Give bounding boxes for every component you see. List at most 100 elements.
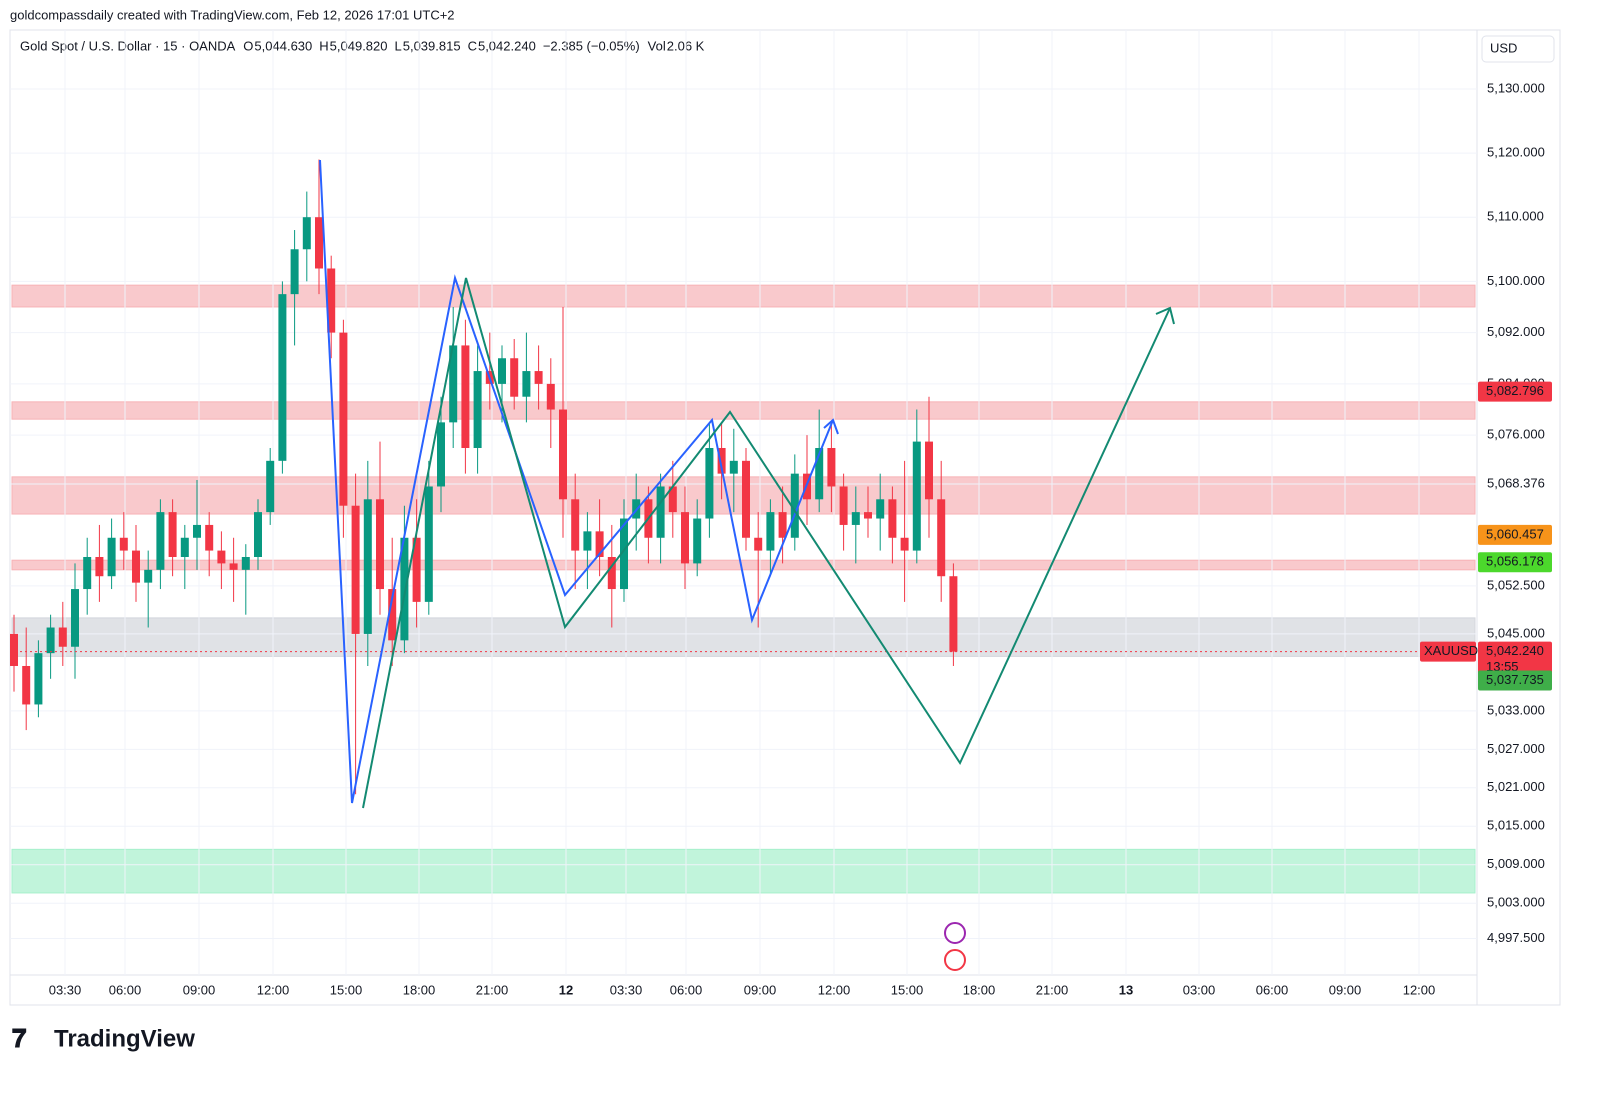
candle-body [437,422,445,487]
zones [11,284,1476,894]
candle-body [888,499,897,538]
candle-body [595,531,604,557]
candle-body [522,371,531,397]
candle-body [900,537,909,551]
candle-body [498,358,506,384]
y-tick-label: 5,027.000 [1487,741,1545,756]
candle-body [949,576,958,652]
candle-body [473,371,482,449]
symbol-label-box [1420,641,1476,662]
legend-text: H [319,38,328,53]
us-flag-icon[interactable] [944,949,966,971]
candle-body [559,409,567,500]
candle-body [132,550,140,583]
event-icon[interactable] [944,922,966,944]
price-label: 5,037.735 [1486,672,1544,687]
zone [11,284,1476,308]
candle-body [58,627,67,647]
x-tick-label: 21:00 [476,982,509,997]
brand-mark: 𝟕 [12,1023,27,1053]
candle-body [534,371,543,384]
candle-body [668,486,677,513]
candle-body [705,448,714,519]
legend-text: 5,039.815 [403,38,461,53]
legend-text: 5,042.240 [478,38,536,53]
x-tick-label: 09:00 [1329,982,1362,997]
price-label-box [1478,641,1552,678]
candle-body [876,499,885,519]
candle-body [851,512,860,525]
x-tick-label: 12 [559,982,573,997]
candle-body [412,537,421,602]
zone [11,617,1476,657]
candle-body [34,653,43,705]
candle-body [376,499,384,590]
brand: TradingView [54,1025,195,1052]
candle-body [266,460,275,513]
candle-body [912,441,921,551]
candle-body [424,486,433,602]
y-tick-label: 5,045.000 [1487,625,1545,640]
x-tick-label: 15:00 [330,982,363,997]
y-tick-label: 5,076.000 [1487,427,1545,442]
candle-body [327,268,336,333]
y-tick-label: 5,120.000 [1487,145,1545,160]
candle-body [205,524,214,551]
candle-body [229,563,238,570]
price-label: 5,060.457 [1486,526,1544,541]
candle-body [71,589,79,647]
y-tick-label: 5,110.000 [1487,209,1544,224]
x-tick-label: 06:00 [670,982,703,997]
candle-body [815,448,824,500]
candle-body [620,518,628,590]
candle-body [827,448,836,487]
price-label: 5,082.796 [1486,383,1544,398]
legend-text: O [243,38,253,53]
candle-body [546,383,555,410]
currency: USD [1490,40,1517,55]
candle-body [302,217,311,250]
legend-text: −2.385 (−0.05%) [543,38,640,53]
blue-zigzag [319,159,834,804]
axes: 5,130.000 5,120.000 5,110.000 5,100.000 5,09… [49,80,1552,997]
candle-body [95,556,104,577]
x-tick-label: 18:00 [963,982,996,997]
candle-body [241,556,250,570]
candle-body [363,499,372,634]
candle-body [790,473,799,538]
candle-body [388,589,397,641]
candle-body [839,486,848,525]
y-tick-label: 5,052.500 [1487,577,1545,592]
x-tick-label: 21:00 [1036,982,1069,997]
currency-button[interactable] [1481,35,1555,63]
candle-body [607,556,616,590]
candle-body [10,633,18,666]
green-arrow-head [1155,306,1175,325]
pattern-drawings [319,159,1175,809]
candle-body [83,556,92,590]
x-tick-label: 03:00 [1183,982,1216,997]
candle-body [254,512,262,557]
price-label-box [1478,670,1552,691]
candle-body [278,294,287,461]
candle-body [217,550,226,564]
candle-body [351,505,360,634]
candle-body [144,569,153,583]
candle-body [510,358,519,397]
candle-body [571,499,580,551]
price-label-box [1478,552,1552,573]
price-label: 5,042.240 [1486,643,1544,658]
legend-text: C [468,38,477,53]
brand-logo: 𝟕 TradingView [12,1023,195,1053]
x-tick-label: 18:00 [403,982,436,997]
candle-body [168,512,177,557]
legend-text: 5,044.630 [254,38,312,53]
x-tick-label: 12:00 [818,982,851,997]
zone [11,559,1476,571]
candle-body [937,499,946,577]
x-tick-label: 13 [1119,982,1133,997]
candles [10,159,1477,795]
price-label-box [1478,381,1552,402]
